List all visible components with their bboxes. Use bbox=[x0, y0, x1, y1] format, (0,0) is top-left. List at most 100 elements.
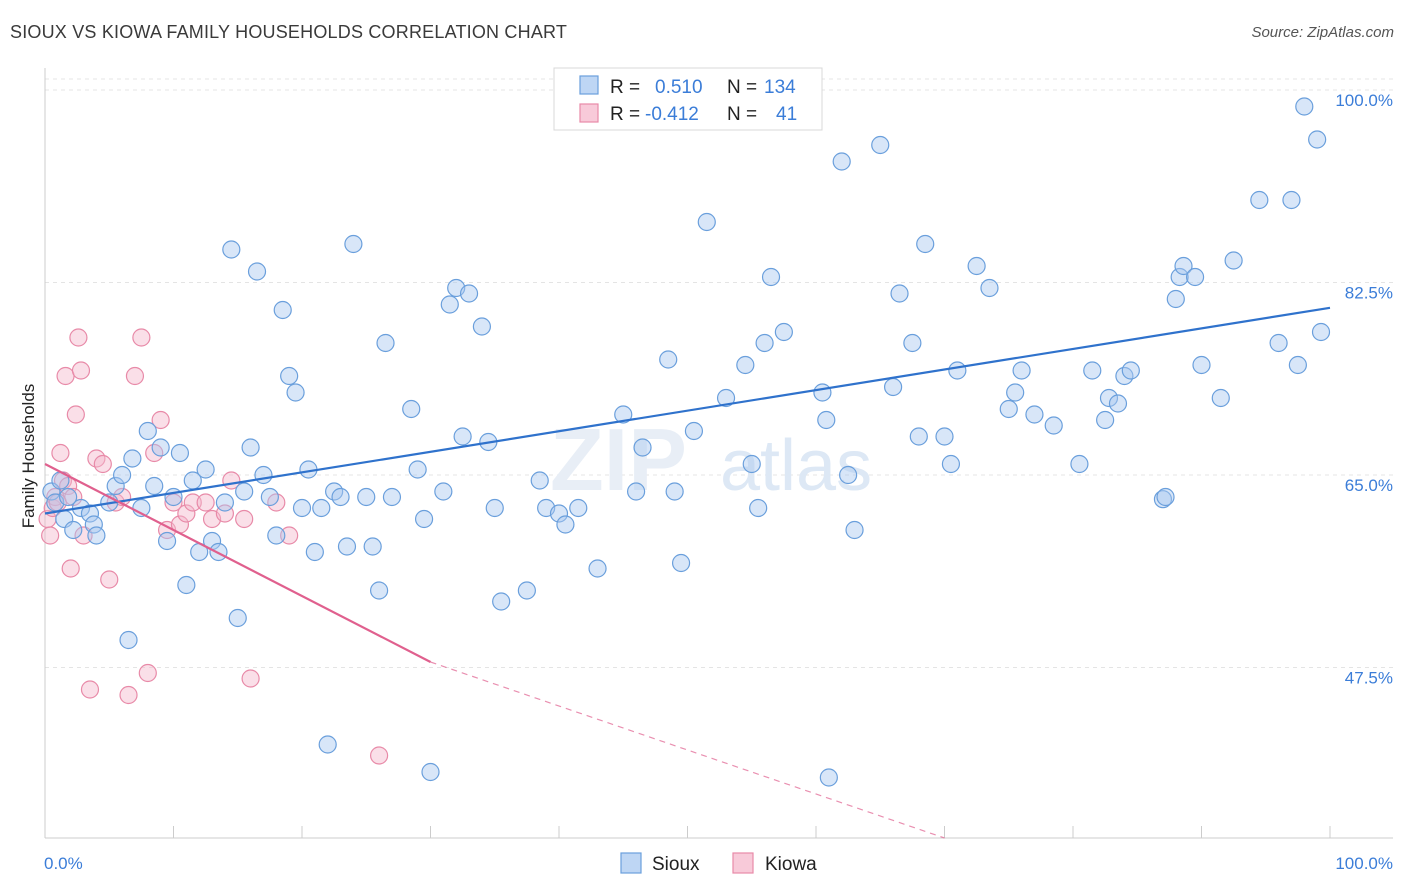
bottom-legend-label-sioux: Sioux bbox=[652, 854, 700, 875]
sioux-trendline bbox=[44, 306, 1331, 515]
sioux-point-125 bbox=[1211, 388, 1230, 408]
sioux-point-67 bbox=[517, 581, 536, 600]
sioux-point-4 bbox=[59, 487, 78, 507]
legend-r-label-kiowa: R = bbox=[610, 104, 640, 125]
sioux-point-124 bbox=[1192, 355, 1211, 375]
legend-swatch-kiowa bbox=[579, 103, 599, 123]
sioux-point-126 bbox=[1224, 251, 1243, 270]
sioux-point-100 bbox=[916, 234, 935, 254]
sioux-point-74 bbox=[614, 405, 633, 424]
sioux-point-103 bbox=[948, 361, 967, 380]
sioux-point-33 bbox=[247, 262, 267, 281]
y-tick-labels: 47.5% 65.0% 82.5% 100.0% bbox=[1335, 91, 1393, 688]
kiowa-point-1 bbox=[41, 526, 60, 545]
sioux-point-81 bbox=[697, 212, 716, 232]
sioux-point-55 bbox=[408, 460, 427, 479]
legend-n-value-kiowa: 41 bbox=[776, 104, 797, 125]
kiowa-point-15 bbox=[80, 680, 100, 699]
kiowa-point-40 bbox=[370, 746, 389, 765]
sioux-point-78 bbox=[665, 482, 684, 501]
sioux-point-86 bbox=[755, 333, 774, 353]
kiowa-trendline-extension bbox=[430, 661, 945, 839]
sioux-point-110 bbox=[1044, 416, 1063, 435]
sioux-point-123 bbox=[1185, 267, 1205, 287]
legend-r-label-sioux: R = bbox=[610, 77, 640, 98]
bottom-legend-label-kiowa: Kiowa bbox=[765, 854, 817, 875]
sioux-point-121 bbox=[1170, 267, 1189, 287]
sioux-point-5 bbox=[64, 520, 83, 540]
legend-r-value-kiowa: -0.412 bbox=[645, 104, 699, 125]
sioux-point-49 bbox=[357, 487, 376, 507]
sioux-point-16 bbox=[138, 421, 157, 441]
sioux-point-111 bbox=[1070, 454, 1089, 474]
sioux-point-131 bbox=[1295, 97, 1314, 116]
y-tick-label-2: 82.5% bbox=[1345, 284, 1393, 303]
sioux-point-117 bbox=[1121, 361, 1140, 380]
sioux-point-115 bbox=[1108, 394, 1128, 413]
sioux-point-54 bbox=[402, 399, 421, 419]
kiowa-point-32 bbox=[196, 493, 215, 512]
kiowa-point-7 bbox=[56, 366, 75, 386]
sioux-point-31 bbox=[235, 482, 254, 501]
sioux-point-71 bbox=[556, 515, 575, 534]
sioux-point-113 bbox=[1096, 410, 1115, 430]
bottom-legend: Sioux Kiowa bbox=[620, 852, 817, 875]
bottom-legend-swatch-sioux bbox=[620, 852, 642, 874]
sioux-point-50 bbox=[363, 537, 382, 556]
sioux-point-58 bbox=[434, 482, 453, 501]
sioux-point-11 bbox=[106, 476, 125, 496]
sioux-point-85 bbox=[749, 498, 768, 518]
sioux-point-108 bbox=[1012, 361, 1031, 380]
kiowa-point-21 bbox=[119, 685, 138, 705]
kiowa-point-18 bbox=[100, 570, 119, 589]
sioux-point-133 bbox=[1311, 322, 1331, 342]
sioux-point-7 bbox=[80, 504, 100, 523]
sioux-point-94 bbox=[845, 520, 864, 540]
x-tick-label-max: 100.0% bbox=[1335, 854, 1393, 873]
sioux-point-59 bbox=[440, 295, 459, 314]
chart-title: SIOUX VS KIOWA FAMILY HOUSEHOLDS CORRELA… bbox=[10, 22, 568, 42]
x-tick-label-min: 0.0% bbox=[44, 854, 83, 873]
sioux-point-22 bbox=[177, 575, 196, 595]
kiowa-point-23 bbox=[132, 328, 151, 347]
kiowa-point-5 bbox=[51, 443, 70, 463]
sioux-point-25 bbox=[196, 460, 215, 479]
sioux-point-37 bbox=[273, 300, 292, 320]
sioux-point-46 bbox=[331, 487, 350, 507]
axes bbox=[44, 68, 1393, 839]
sioux-point-95 bbox=[871, 135, 890, 155]
sioux-point-114 bbox=[1099, 388, 1119, 408]
bottom-legend-swatch-kiowa bbox=[732, 852, 754, 874]
sioux-point-56 bbox=[414, 509, 434, 529]
kiowa-point-9 bbox=[61, 559, 80, 578]
sioux-point-72 bbox=[569, 498, 588, 518]
sioux-point-9 bbox=[87, 526, 106, 545]
sioux-point-34 bbox=[254, 465, 273, 485]
sioux-point-62 bbox=[459, 284, 479, 303]
sioux-point-96 bbox=[883, 377, 903, 397]
sioux-point-39 bbox=[286, 383, 305, 402]
sioux-point-99 bbox=[909, 427, 928, 446]
kiowa-point-26 bbox=[151, 410, 170, 430]
sioux-point-52 bbox=[376, 333, 395, 353]
sioux-point-102 bbox=[941, 454, 961, 474]
sioux-point-35 bbox=[260, 487, 279, 507]
y-tick-label-3: 100.0% bbox=[1335, 91, 1393, 110]
sioux-point-19 bbox=[157, 531, 177, 551]
sioux-point-29 bbox=[222, 240, 241, 259]
legend-n-label-sioux: N = bbox=[727, 77, 757, 98]
sioux-point-75 bbox=[626, 482, 646, 501]
sioux-point-18 bbox=[151, 438, 170, 457]
sioux-point-130 bbox=[1288, 355, 1307, 375]
sioux-point-122 bbox=[1174, 256, 1193, 276]
y-tick-label-1: 65.0% bbox=[1345, 476, 1393, 495]
gridlines bbox=[45, 78, 1393, 668]
sioux-point-128 bbox=[1269, 333, 1288, 353]
sioux-point-70 bbox=[549, 504, 569, 523]
legend-box: R = 0.510 N = 134 R = -0.412 N = 41 bbox=[553, 67, 823, 131]
kiowa-point-22 bbox=[125, 366, 145, 386]
sioux-point-40 bbox=[292, 498, 312, 518]
kiowa-trendline bbox=[44, 463, 432, 663]
sioux-point-73 bbox=[588, 559, 607, 578]
sioux-point-120 bbox=[1166, 289, 1185, 309]
